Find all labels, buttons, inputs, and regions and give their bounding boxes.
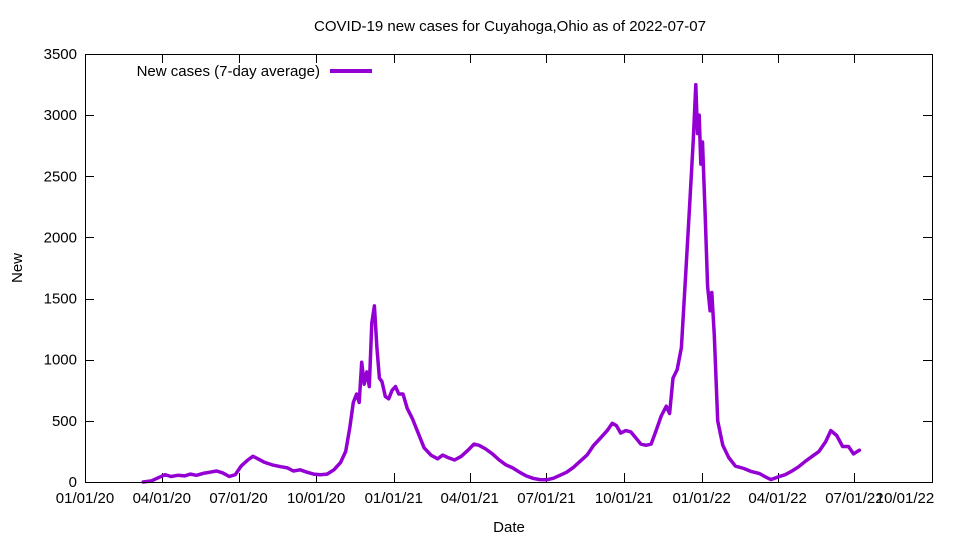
legend-label: New cases (7-day average)	[137, 63, 320, 80]
y-tick-label: 3000	[44, 107, 77, 124]
y-tick-label: 2000	[44, 229, 77, 246]
x-tick-label: 10/01/20	[287, 490, 345, 507]
x-tick-label: 10/01/22	[876, 490, 934, 507]
chart-title: COVID-19 new cases for Cuyahoga,Ohio as …	[314, 18, 706, 35]
x-tick-label: 01/01/21	[365, 490, 423, 507]
x-tick-label: 07/01/21	[517, 490, 575, 507]
axis-tick-labels: 0 500 1000 1500 2000 2500 3000 3500 01/01/20 04/0…	[44, 46, 935, 507]
y-tick-label: 500	[52, 413, 77, 430]
x-tick-label: 01/01/22	[672, 490, 730, 507]
y-tick-label: 3500	[44, 46, 77, 63]
y-tick-label: 1000	[44, 352, 77, 369]
y-tick-label: 2500	[44, 168, 77, 185]
legend: New cases (7-day average)	[137, 63, 372, 80]
series-line-new-cases	[141, 82, 862, 484]
x-tick-label: 07/01/20	[209, 490, 267, 507]
x-tick-label: 07/01/22	[825, 490, 883, 507]
y-axis-label: New	[9, 253, 26, 283]
y-tick-label: 1500	[44, 291, 77, 308]
x-tick-label: 04/01/21	[440, 490, 498, 507]
x-tick-label: 10/01/21	[595, 490, 653, 507]
x-tick-label: 01/01/20	[56, 490, 114, 507]
x-tick-label: 04/01/22	[748, 490, 806, 507]
x-tick-label: 04/01/20	[133, 490, 191, 507]
x-axis-label: Date	[493, 519, 525, 536]
plot-frame	[85, 54, 933, 483]
y-tick-label: 0	[69, 474, 77, 491]
